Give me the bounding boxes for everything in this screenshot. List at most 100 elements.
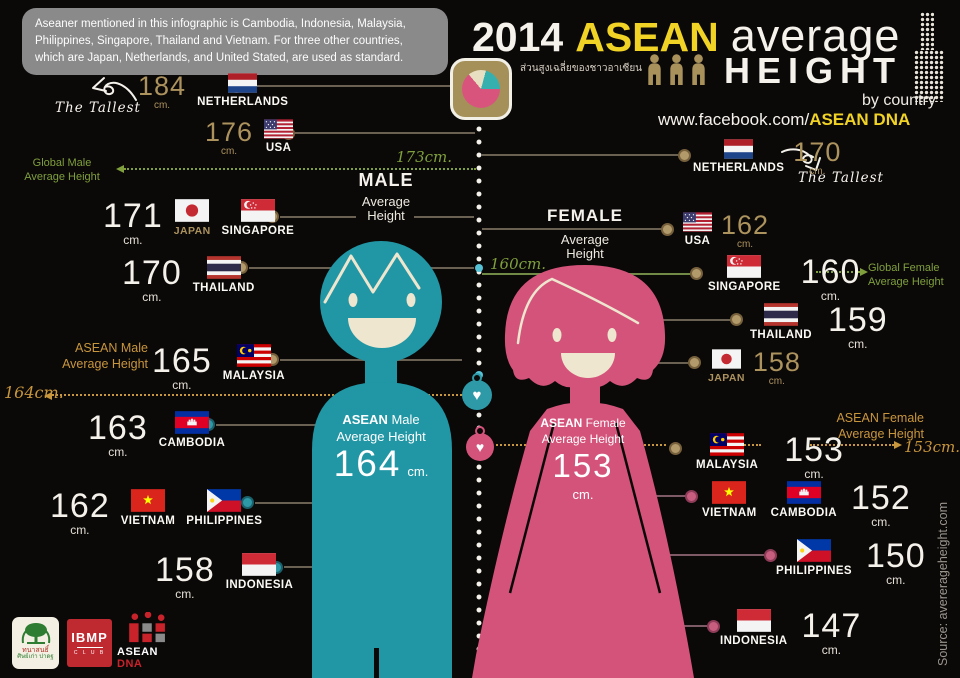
height-number: 158 <box>752 347 801 377</box>
figure-unit: cm. <box>572 487 594 502</box>
height-unit: cm. <box>123 233 143 247</box>
asean-dna-logo: ASEAN DNA <box>117 612 179 670</box>
title-average: average <box>730 10 901 61</box>
male-heart-marker: ♥ <box>462 373 492 410</box>
pixel-figure-icon <box>920 12 934 50</box>
height-unit: cm. <box>142 290 162 304</box>
title: 2014 ASEAN average <box>472 10 900 62</box>
hri-pixel-icon <box>129 612 165 643</box>
height-unit: cm. <box>820 289 841 303</box>
flag-jp-icon <box>711 349 741 369</box>
asean-male-average-label: ASEAN Male Average Height <box>52 341 148 372</box>
asean-female-dotted-line <box>737 444 761 446</box>
label-line2: Average Height <box>541 432 625 446</box>
country-label: MALAYSIA <box>222 370 285 382</box>
country-label: VIETNAM <box>120 515 176 527</box>
connector-line <box>295 132 475 134</box>
figure-unit: cm. <box>407 464 429 479</box>
height-number: 171 <box>103 197 163 235</box>
people-icons <box>646 54 707 85</box>
country-item-japan: JAPAN <box>174 199 211 237</box>
height-value: 170 cm. <box>122 256 182 303</box>
ibmp-logo: IBMP C L U B <box>67 619 112 667</box>
connector-line <box>640 554 764 556</box>
height-value: 158 cm. <box>155 553 215 600</box>
country-label: SINGAPORE <box>708 281 781 293</box>
height-value: 159 cm. <box>828 303 888 350</box>
female-subtitle: Height <box>566 246 604 262</box>
height-unit: cm. <box>172 378 192 392</box>
tallest-label-male: The Tallest <box>55 100 141 116</box>
pie-slices <box>462 70 500 108</box>
divider <box>76 647 103 648</box>
country-item-netherlands: NETHERLANDS <box>197 73 288 108</box>
flag-th-icon <box>763 303 798 326</box>
height-unit: cm. <box>768 376 785 387</box>
flag-ph-icon <box>796 539 831 562</box>
label-line: ASEAN Male <box>75 341 148 355</box>
height-unit: cm. <box>804 467 824 481</box>
connector-dot <box>690 267 703 280</box>
country-item-vietnam: VIETNAM <box>702 481 757 519</box>
connector-dot <box>685 490 698 503</box>
female-row-vietnam-cambodia: VIETNAM CAMBODIA 152 cm. <box>702 481 911 528</box>
height-number: 170 <box>122 254 182 292</box>
height-number: 160 <box>800 253 861 291</box>
female-row-japan: JAPAN 158 cm. <box>708 349 801 387</box>
country-item-malaysia: MALAYSIA <box>223 344 285 382</box>
figure-number: 164 <box>333 443 402 484</box>
country-item-philippines: PHILIPPINES <box>186 489 262 527</box>
female-row-netherlands: NETHERLANDS 170 cm. <box>693 139 841 177</box>
flag-vn-icon <box>131 489 166 512</box>
height-number: 162 <box>50 487 110 525</box>
male-subtitle: Height <box>367 208 405 224</box>
height-number: 170 <box>793 137 842 167</box>
country-label: USA <box>684 235 711 247</box>
connector-dot <box>661 223 674 236</box>
label-line: Average Height <box>868 275 944 288</box>
flag-us-icon <box>683 212 712 232</box>
label-line: Average Height <box>62 356 148 371</box>
title-thai-subtitle: ส่วนสูงเฉลี่ยของชาวอาเซียน <box>520 63 643 74</box>
global-male-dotted-line <box>124 168 476 170</box>
person-icon <box>692 54 705 85</box>
ibmp-subtext: C L U B <box>73 650 106 656</box>
facebook-url[interactable]: www.facebook.com/ASEAN DNA <box>658 110 910 130</box>
connector-line <box>280 216 356 218</box>
female-heart-marker: ♥ <box>466 426 494 461</box>
male-figure-value: 164 cm. <box>325 443 437 485</box>
label-line: Global Male <box>32 157 92 169</box>
connector-line <box>482 154 678 156</box>
height-value: 160 cm. <box>801 255 861 302</box>
height-unit: cm. <box>175 587 195 601</box>
height-number: 152 <box>851 479 911 517</box>
height-unit: cm. <box>736 239 754 250</box>
male-row-thailand: 170 cm. THAILAND <box>122 256 255 303</box>
height-unit: cm. <box>153 100 171 111</box>
height-value: 150 cm. <box>866 539 926 586</box>
flag-kh-icon <box>786 481 821 504</box>
country-item-thailand: THAILAND <box>750 303 812 341</box>
country-item-cambodia: CAMBODIA <box>771 481 837 519</box>
label-bold: ASEAN <box>342 412 388 427</box>
female-figure <box>472 265 694 678</box>
country-label: USA <box>265 142 292 154</box>
flag-kh-icon <box>174 411 209 434</box>
flag-vn-icon <box>712 481 747 504</box>
female-figure-value: 153 cm. <box>527 447 639 502</box>
label-line: Average Height <box>838 426 924 441</box>
country-label: INDONESIA <box>720 635 788 647</box>
country-label: CAMBODIA <box>770 507 838 519</box>
title-by-country: by country <box>862 92 936 109</box>
label-rest: Male <box>391 412 420 427</box>
height-unit: cm. <box>821 643 842 657</box>
tallest-label-female: The Tallest <box>798 170 884 186</box>
flag-nl-icon <box>724 139 754 159</box>
connector-dot <box>688 356 701 369</box>
person-icon <box>648 54 661 85</box>
connector-line <box>244 85 450 87</box>
heart-icon: ♥ <box>475 439 485 455</box>
height-number: 147 <box>801 607 862 645</box>
height-number: 158 <box>155 551 215 589</box>
